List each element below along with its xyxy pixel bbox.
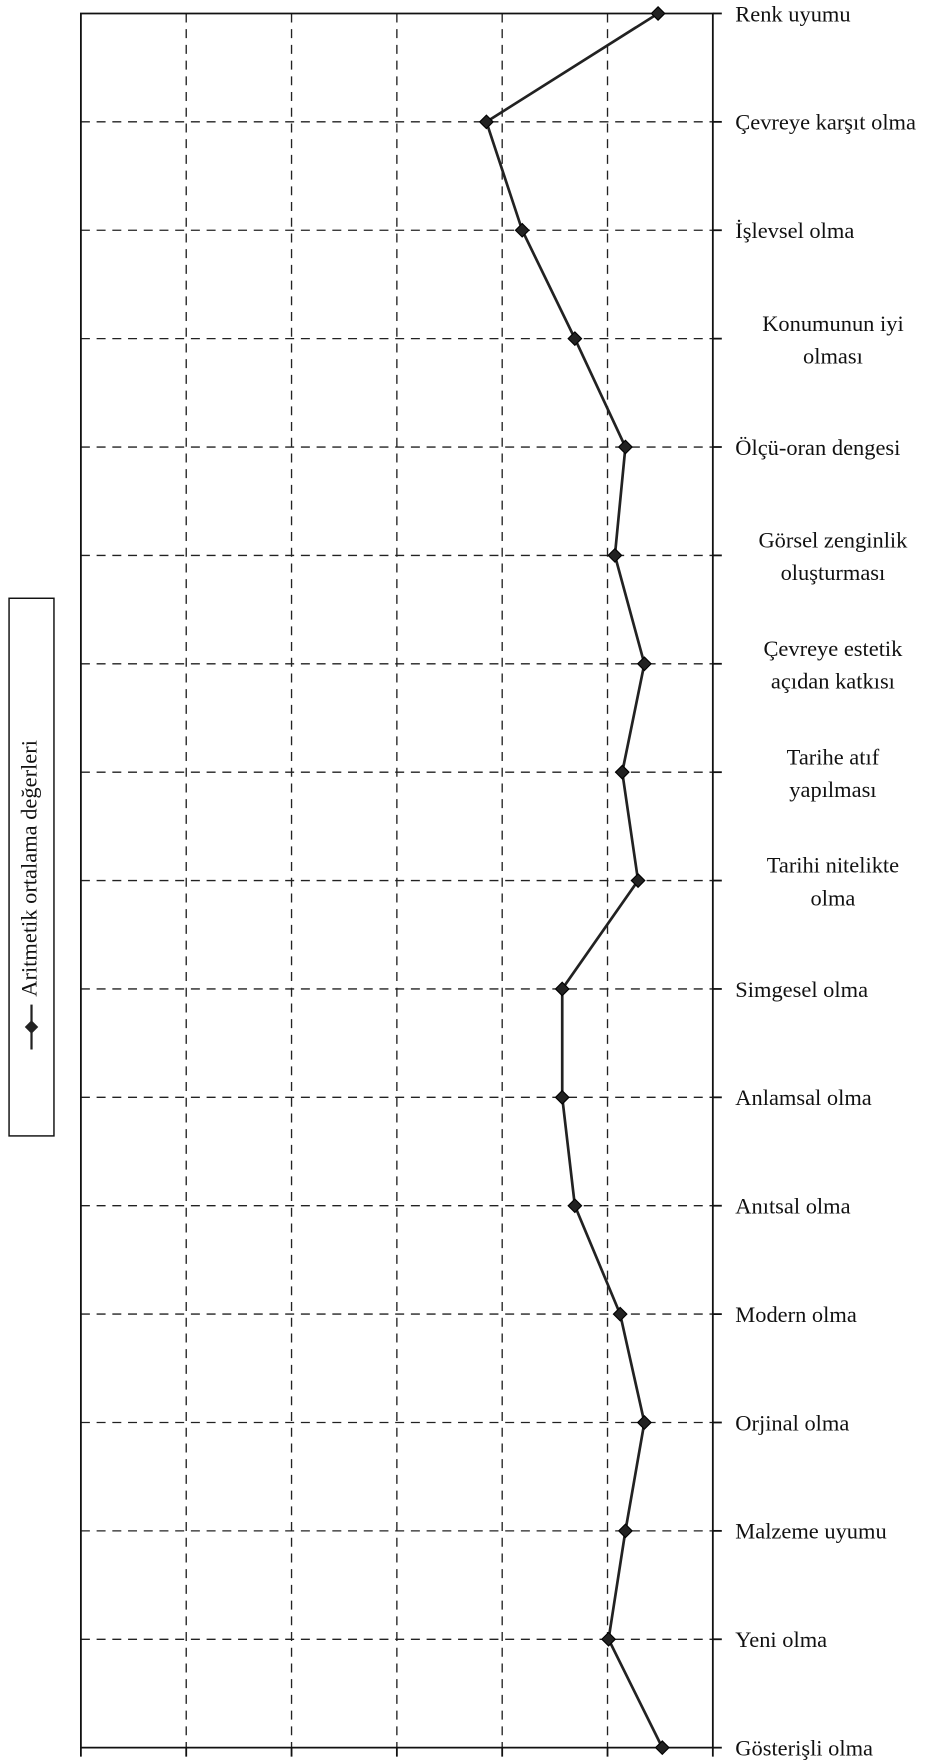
category-label: Çevreye estetik açıdan katkısı	[763, 636, 903, 694]
plot-frame	[79, 12, 714, 1749]
point	[607, 547, 623, 563]
category-label: Tarihe atıf yapılması	[787, 744, 880, 802]
point	[567, 331, 583, 347]
category-label: Konumunun iyi olması	[762, 311, 903, 369]
category-label: Anıtsal olma	[735, 1194, 850, 1219]
point	[636, 1414, 652, 1431]
point	[567, 1198, 583, 1214]
category-label: İşlevsel olma	[735, 218, 854, 243]
point	[478, 114, 494, 130]
point	[554, 981, 570, 997]
category-label: Gösterişli olma	[735, 1736, 873, 1760]
point	[630, 873, 646, 889]
category-label: Anlamsal olma	[735, 1085, 872, 1110]
category-label: Çevreye karşıt olma	[735, 110, 916, 135]
category-label: Modern olma	[735, 1302, 857, 1327]
point	[654, 1740, 670, 1756]
category-label: Malzeme uyumu	[735, 1519, 886, 1544]
point	[650, 5, 666, 21]
category-label: Yeni olma	[735, 1627, 827, 1652]
category-label: Ölçü-oran dengesi	[735, 435, 900, 460]
category-label: Orjinal olma	[735, 1410, 849, 1435]
point	[617, 1523, 633, 1539]
category-label: Tarihi nitelikte olma	[767, 853, 899, 911]
point	[601, 1631, 617, 1647]
point	[514, 222, 530, 238]
legend: Aritmetik ortalama değerleri	[8, 597, 55, 1137]
point	[614, 764, 630, 780]
legend-label: Aritmetik ortalama değerleri	[17, 740, 42, 997]
point	[554, 1089, 570, 1105]
category-label: Simgesel olma	[735, 977, 868, 1002]
category-label: Görsel zenginlik oluşturması	[758, 528, 908, 586]
category-label: Renk uyumu	[735, 1, 850, 26]
point	[612, 1306, 628, 1322]
point	[617, 439, 633, 455]
point	[636, 656, 652, 672]
